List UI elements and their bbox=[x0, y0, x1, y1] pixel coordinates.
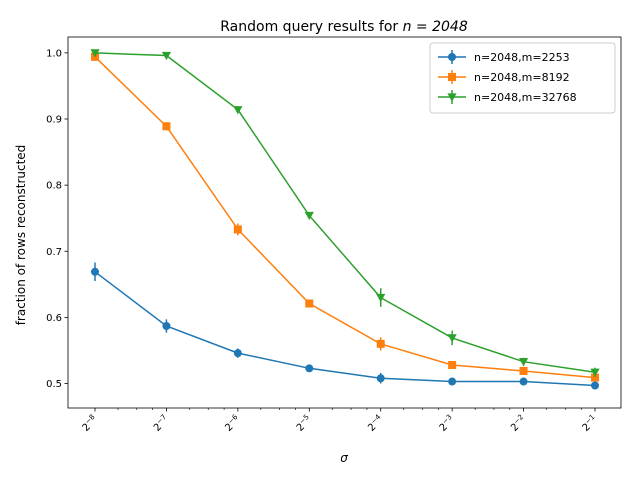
data-point bbox=[376, 293, 386, 303]
series-line-0 bbox=[94, 271, 596, 387]
legend-marker bbox=[447, 93, 457, 102]
series-1 bbox=[91, 52, 599, 382]
legend: n=2048,m=2253 n=2048,m=8192 n=2048,m=32768 bbox=[429, 42, 616, 114]
legend-label: n=2048,m=2253 bbox=[474, 51, 570, 64]
plot-area bbox=[90, 49, 600, 390]
legend-marker bbox=[448, 73, 456, 81]
legend-label: n=2048,m=32768 bbox=[474, 91, 577, 104]
series-2 bbox=[90, 49, 600, 377]
legend-box bbox=[429, 42, 616, 114]
x-tick-label: 2−6 bbox=[222, 413, 243, 434]
y-tick-label: 0.7 bbox=[46, 247, 62, 258]
series-line-1 bbox=[94, 56, 596, 379]
data-point bbox=[519, 377, 528, 386]
data-point bbox=[233, 225, 242, 234]
data-point bbox=[591, 381, 599, 390]
x-tick-label: 2−5 bbox=[293, 413, 314, 434]
legend-item-1: n=2048,m=8192 bbox=[438, 70, 570, 84]
data-point bbox=[447, 334, 457, 343]
data-point bbox=[233, 349, 242, 358]
x-tick-label: 2−2 bbox=[508, 413, 529, 434]
data-point bbox=[519, 366, 528, 375]
x-tick-label: 2−7 bbox=[151, 413, 172, 434]
chart-title-prefix: Random query results for bbox=[220, 19, 402, 35]
data-point bbox=[161, 51, 172, 61]
data-point bbox=[305, 364, 314, 373]
axes-frame bbox=[67, 36, 622, 409]
y-tick-label: 0.5 bbox=[46, 379, 62, 390]
y-axis-label: fraction of rows reconstructed bbox=[14, 145, 28, 326]
data-point bbox=[376, 339, 385, 348]
legend-item-2: n=2048,m=32768 bbox=[438, 90, 577, 104]
series-line-2 bbox=[94, 52, 596, 374]
data-point bbox=[448, 361, 457, 370]
data-point bbox=[376, 374, 385, 383]
legend-item-0: n=2048,m=2253 bbox=[438, 50, 570, 64]
data-point bbox=[590, 368, 600, 377]
x-tick-label: 2−3 bbox=[436, 413, 457, 434]
data-point bbox=[305, 299, 314, 308]
x-axis-label: σ bbox=[340, 451, 348, 465]
chart-title-math: n = 2048 bbox=[403, 19, 468, 35]
x-tick-label: 2−4 bbox=[365, 413, 386, 434]
data-point bbox=[162, 122, 171, 131]
legend-label: n=2048,m=8192 bbox=[474, 71, 570, 84]
series-0 bbox=[91, 262, 599, 390]
y-tick-label: 1.0 bbox=[46, 48, 62, 59]
y-tick-label: 0.9 bbox=[46, 115, 62, 126]
data-point bbox=[162, 321, 171, 330]
data-point bbox=[233, 106, 243, 115]
chart-title: Random query results for n = 2048 bbox=[220, 19, 468, 35]
data-point bbox=[90, 49, 100, 58]
data-point bbox=[591, 373, 599, 382]
data-point bbox=[304, 211, 314, 221]
x-tick-label: 2−1 bbox=[579, 413, 600, 434]
data-point bbox=[91, 267, 99, 276]
y-tick-label: 0.6 bbox=[46, 313, 62, 324]
data-point bbox=[518, 358, 529, 367]
legend-marker bbox=[448, 53, 456, 61]
data-point bbox=[448, 377, 457, 386]
x-tick-label: 2−8 bbox=[79, 413, 100, 434]
y-tick-label: 0.8 bbox=[46, 181, 62, 192]
